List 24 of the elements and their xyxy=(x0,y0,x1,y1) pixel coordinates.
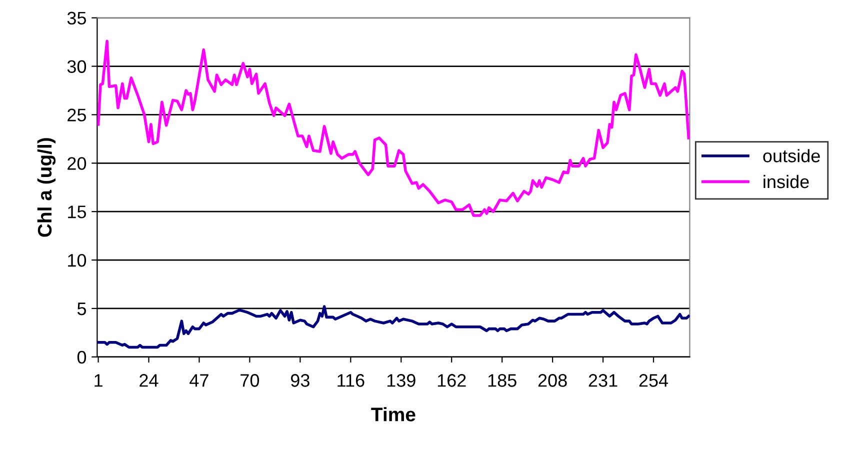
x-tick-label: 162 xyxy=(438,374,466,387)
x-tick-label: 254 xyxy=(639,374,668,387)
x-tick-label: 47 xyxy=(190,374,208,387)
y-tick-label: 30 xyxy=(67,60,86,73)
y-tick-label: 0 xyxy=(77,350,86,364)
x-tick-label: 24 xyxy=(140,374,158,387)
y-tick-label: 15 xyxy=(68,206,86,218)
legend-label: outside xyxy=(763,149,820,162)
x-axis-title: Time xyxy=(371,407,416,422)
y-tick-label: 10 xyxy=(68,254,86,267)
x-tick-label: 231 xyxy=(588,374,618,387)
x-tick-label: 93 xyxy=(290,374,310,387)
x-tick-label: 70 xyxy=(240,374,260,387)
y-axis-title: Chl a (ug/l) xyxy=(37,138,56,237)
x-tick-label: 208 xyxy=(538,374,567,387)
y-tick-label: 35 xyxy=(67,12,86,25)
y-tick-label: 20 xyxy=(68,157,86,170)
x-tick-label: 185 xyxy=(488,374,516,387)
y-tick-label: 25 xyxy=(68,108,86,122)
x-tick-label: 139 xyxy=(387,374,416,387)
x-tick-label: 1 xyxy=(94,374,102,387)
legend-label: inside xyxy=(764,174,809,188)
x-tick-label: 116 xyxy=(338,374,364,387)
y-tick-label: 5 xyxy=(77,302,86,316)
